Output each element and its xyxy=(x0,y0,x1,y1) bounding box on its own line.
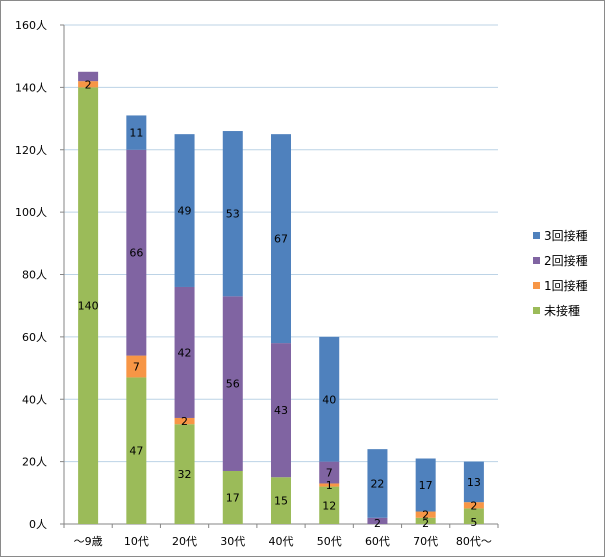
y-tick-label: 140人 xyxy=(15,81,47,94)
y-tick-label: 0人 xyxy=(29,518,47,531)
legend-swatch xyxy=(533,231,540,239)
data-label: 56 xyxy=(226,378,240,391)
bar-segment xyxy=(463,502,484,509)
x-tick-label: 30代 xyxy=(220,535,245,548)
legend-label: 1回接種 xyxy=(544,278,588,293)
bar-segment xyxy=(126,115,147,150)
bar-segment xyxy=(174,424,195,524)
legend-item: 1回接種 xyxy=(533,278,603,293)
data-label: 7 xyxy=(133,361,140,374)
data-label: 40 xyxy=(322,393,336,406)
data-label: 1 xyxy=(326,479,333,492)
bar-segment xyxy=(415,517,436,524)
bar-segment xyxy=(78,81,99,88)
x-tick-label: 〜9歳 xyxy=(74,535,103,548)
data-label: 43 xyxy=(274,404,288,417)
y-tick-label: 40人 xyxy=(22,393,47,406)
x-tick-label: 80代〜 xyxy=(456,535,492,548)
x-tick-label: 10代 xyxy=(124,535,149,548)
legend-item: 2回接種 xyxy=(533,253,603,268)
legend-item: 未接種 xyxy=(533,303,603,318)
data-label: 2 xyxy=(374,517,381,530)
legend-swatch xyxy=(533,306,540,314)
data-label: 47 xyxy=(129,445,143,458)
bar-segment xyxy=(271,477,291,524)
bar-segment xyxy=(174,286,195,418)
x-tick-label: 70代 xyxy=(413,535,438,548)
data-label: 53 xyxy=(226,208,240,221)
data-label: 17 xyxy=(226,491,240,504)
bar-segment xyxy=(319,461,340,484)
data-label: 2 xyxy=(85,78,92,91)
data-label: 17 xyxy=(419,479,433,492)
bar-segment xyxy=(415,458,436,512)
bar-segment xyxy=(319,483,340,487)
x-tick-label: 50代 xyxy=(317,535,342,548)
legend-swatch xyxy=(533,281,540,289)
y-tick-label: 80人 xyxy=(22,269,47,282)
legend-swatch xyxy=(533,256,540,264)
data-label: 140 xyxy=(78,300,99,313)
data-label: 49 xyxy=(178,205,192,218)
bar-segment xyxy=(126,149,147,356)
data-label: 32 xyxy=(178,468,192,481)
bar-segment xyxy=(319,336,340,462)
bar-segment xyxy=(463,508,484,524)
x-tick-label: 40代 xyxy=(269,535,294,548)
bar-segment xyxy=(174,417,195,425)
bar-segment xyxy=(174,134,195,287)
data-label: 13 xyxy=(467,476,481,489)
data-label: 7 xyxy=(326,467,333,480)
bar-segment xyxy=(415,511,436,518)
data-label: 11 xyxy=(129,127,143,140)
bar-segment xyxy=(78,71,99,82)
x-tick-label: 60代 xyxy=(365,535,390,548)
data-label: 2 xyxy=(422,509,429,522)
y-tick-label: 100人 xyxy=(15,206,47,219)
legend-item: 3回接種 xyxy=(533,228,603,243)
bar-segment xyxy=(126,355,147,378)
bar-segment xyxy=(271,134,291,344)
data-label: 67 xyxy=(274,233,288,246)
y-tick-label: 160人 xyxy=(15,19,47,32)
data-label: 42 xyxy=(178,346,192,359)
bar-segment xyxy=(271,343,291,478)
bar-segment xyxy=(222,296,243,471)
bar-segment xyxy=(222,470,243,524)
data-label: 2 xyxy=(181,415,188,428)
legend-label: 3回接種 xyxy=(544,228,588,243)
data-label: 2 xyxy=(422,517,429,530)
bar-segment xyxy=(78,87,99,524)
x-tick-label: 20代 xyxy=(172,535,197,548)
bar-segment xyxy=(367,517,388,524)
data-label: 5 xyxy=(470,516,477,529)
y-tick-label: 20人 xyxy=(22,456,47,469)
legend-label: 2回接種 xyxy=(544,253,588,268)
legend: 3回接種 2回接種 1回接種未接種 xyxy=(533,229,603,329)
data-label: 2 xyxy=(470,499,477,512)
data-label: 15 xyxy=(274,495,288,508)
bar-segment xyxy=(222,131,243,297)
legend-label: 未接種 xyxy=(544,303,581,318)
y-tick-label: 60人 xyxy=(22,331,47,344)
y-tick-label: 120人 xyxy=(15,144,47,157)
data-label: 22 xyxy=(370,477,384,490)
data-label: 12 xyxy=(322,499,336,512)
bar-segment xyxy=(126,377,147,524)
bar-segment xyxy=(463,461,484,503)
data-label: 66 xyxy=(129,247,143,260)
bar-segment xyxy=(367,449,388,518)
bar-segment xyxy=(319,486,340,524)
